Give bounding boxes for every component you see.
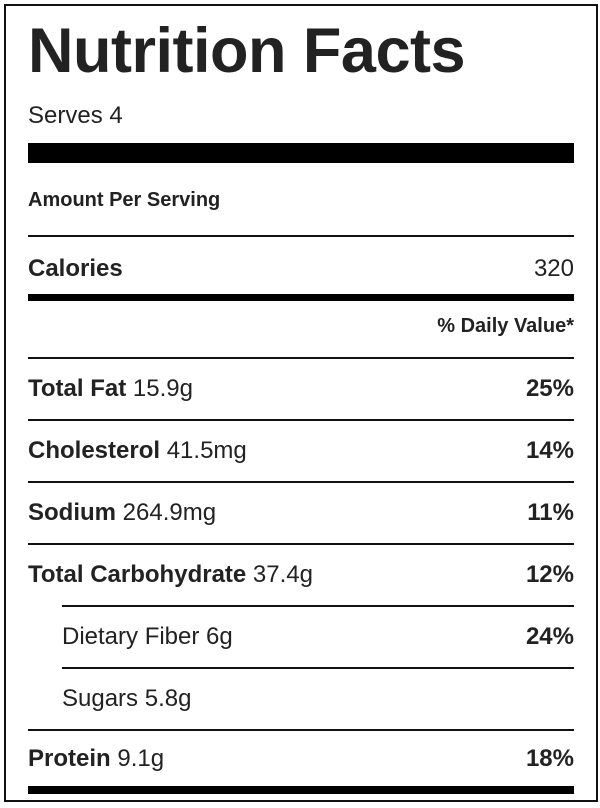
nutrient-label: Protein 9.1g [28, 745, 164, 773]
nutrient-row-sodium: Sodium 264.9mg 11% [28, 483, 574, 543]
calories-label: Calories [28, 255, 123, 282]
nutrient-daily-value: 11% [527, 499, 574, 526]
nutrition-label-body: Nutrition Facts Serves 4 Amount Per Serv… [28, 6, 574, 800]
nutrient-name: Cholesterol [28, 437, 161, 464]
nutrient-amount: 6g [206, 623, 233, 650]
nutrient-amount: 9.1g [117, 745, 165, 772]
divider [28, 543, 574, 545]
nutrient-row-cholesterol: Cholesterol 41.5mg 14% [28, 421, 574, 481]
servings-text: Serves 4 [28, 102, 123, 129]
divider [28, 357, 574, 359]
nutrient-name: Sodium [28, 499, 116, 526]
amount-per-serving-heading: Amount Per Serving [28, 189, 221, 211]
nutrient-amount: 41.5mg [166, 437, 247, 464]
nutrient-label: Dietary Fiber 6g [62, 623, 233, 651]
nutrient-name: Protein [28, 745, 111, 772]
divider [28, 729, 574, 731]
daily-value-header: % Daily Value* [437, 315, 574, 337]
nutrient-name: Total Fat [28, 375, 127, 402]
nutrient-daily-value: 25% [525, 375, 574, 402]
thick-divider [28, 143, 574, 163]
indented-divider [62, 667, 574, 669]
divider [28, 481, 574, 483]
nutrient-daily-value: 14% [525, 437, 574, 464]
nutrient-amount: 37.4g [252, 561, 313, 588]
nutrient-label: Total Fat 15.9g [28, 375, 193, 403]
nutrient-row-protein: Protein 9.1g 18% [28, 731, 574, 787]
nutrient-name: Dietary Fiber [62, 623, 200, 650]
nutrient-label: Sodium 264.9mg [28, 499, 216, 527]
nutrient-name: Total Carbohydrate [28, 561, 247, 588]
calories-row: Calories 320 [28, 244, 574, 294]
bottom-divider [28, 786, 574, 794]
nutrient-row-total-carbohydrate: Total Carbohydrate 37.4g 12% [28, 545, 574, 605]
nutrient-row-total-fat: Total Fat 15.9g 25% [28, 359, 574, 419]
nutrient-daily-value: 18% [525, 745, 574, 772]
nutrient-label: Sugars 5.8g [62, 685, 191, 713]
calories-value: 320 [533, 255, 574, 282]
nutrient-row-sugars: Sugars 5.8g [62, 669, 574, 729]
nutrient-daily-value: 24% [525, 623, 574, 650]
divider [28, 419, 574, 421]
label-title: Nutrition Facts [28, 16, 466, 86]
divider [28, 235, 574, 237]
nutrient-name: Sugars [62, 685, 139, 712]
nutrition-label: Nutrition Facts Serves 4 Amount Per Serv… [4, 4, 598, 802]
nutrient-amount: 5.8g [144, 685, 192, 712]
nutrient-daily-value: 12% [525, 561, 574, 588]
medium-divider [28, 294, 574, 301]
nutrient-amount: 15.9g [132, 375, 193, 402]
nutrient-label: Cholesterol 41.5mg [28, 437, 247, 465]
nutrient-label: Total Carbohydrate 37.4g [28, 561, 313, 589]
nutrient-row-dietary-fiber: Dietary Fiber 6g 24% [62, 607, 574, 667]
nutrient-amount: 264.9mg [122, 499, 217, 526]
indented-divider [62, 605, 574, 607]
